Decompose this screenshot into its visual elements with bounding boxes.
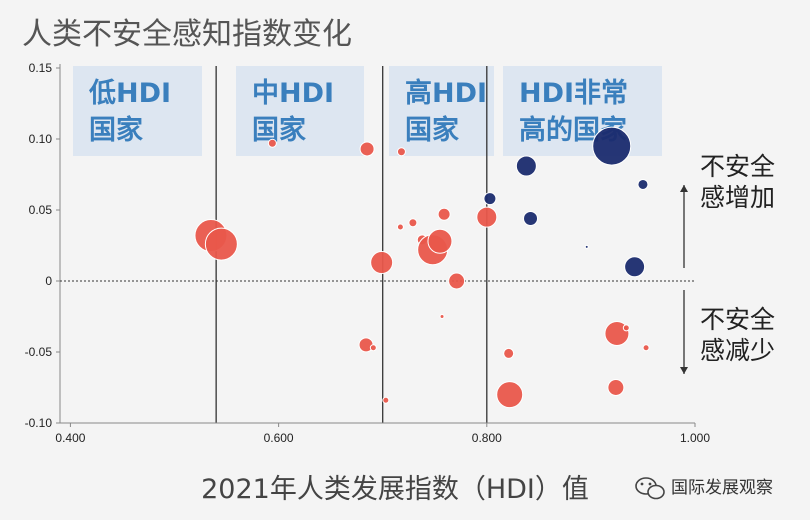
data-point [515,155,537,177]
y-tick-label: -0.05 [25,345,53,359]
data-point [642,344,650,352]
data-point [267,138,277,148]
data-point [396,223,404,231]
data-point [369,344,377,352]
data-point [370,251,394,275]
group-label-4-line-1: HDI非常 [519,78,628,109]
group-box-3 [389,66,494,156]
data-point [584,244,589,249]
annotation-text-1-line-2: 感增加 [700,183,775,212]
group-label-3-line-1: 高HDI [405,77,487,109]
data-point [624,256,646,278]
group-label-2-line-2: 国家 [252,114,306,146]
data-points [194,126,650,409]
data-point [437,207,451,221]
data-point [523,211,539,227]
data-point [359,141,375,157]
group-label-3-line-2: 国家 [405,114,459,146]
axes: 0.15 0.10 0.05 0 -0.05 -0.100.400 0.600 0.800 1.… [25,61,711,445]
group-label-1-line-2: 国家 [89,114,143,146]
y-tick-label: -0.10 [25,416,53,430]
arrow-down-icon [680,367,688,374]
group-box-1 [73,66,202,156]
group-label-2-line-1: 中HDI [252,78,334,109]
data-point [592,126,632,166]
data-point [607,379,625,396]
watermark: 国际发展观察 [635,477,773,500]
x-axis-label: 2021年人类发展指数（HDI）值 [201,474,589,505]
data-point [408,218,418,228]
x-tick-label: 1.000 [680,431,710,445]
group-box-4 [503,66,662,156]
data-point [448,272,466,290]
data-point [503,347,515,359]
x-tick-label: 0.400 [55,431,85,445]
annotation-text-2-line-1: 不安全 [700,305,775,334]
data-point [483,192,497,206]
chart-title: 人类不安全感知指数变化 [22,17,352,52]
annotation-text-2-line-2: 感减少 [700,336,775,365]
group-label-1-line-1: 低HDI [88,78,171,109]
data-point [637,178,649,190]
watermark-text: 国际发展观察 [671,478,773,498]
y-tick-label: 0 [45,274,52,288]
data-point [396,147,406,157]
data-point [204,227,238,261]
y-tick-label: 0.05 [29,203,53,217]
wechat-icon [635,477,665,500]
data-point [382,396,390,404]
arrow-up-icon [680,185,688,192]
data-point [476,206,498,228]
group-box-2 [236,66,364,156]
annotation-text-1-line-1: 不安全 [700,152,775,181]
data-point [439,314,445,319]
y-tick-label: 0.15 [29,61,53,75]
data-point [622,324,630,332]
data-point [496,381,524,409]
y-tick-label: 0.10 [29,132,53,146]
data-point [427,228,453,254]
x-tick-label: 0.800 [472,431,502,445]
x-tick-label: 0.600 [264,431,294,445]
